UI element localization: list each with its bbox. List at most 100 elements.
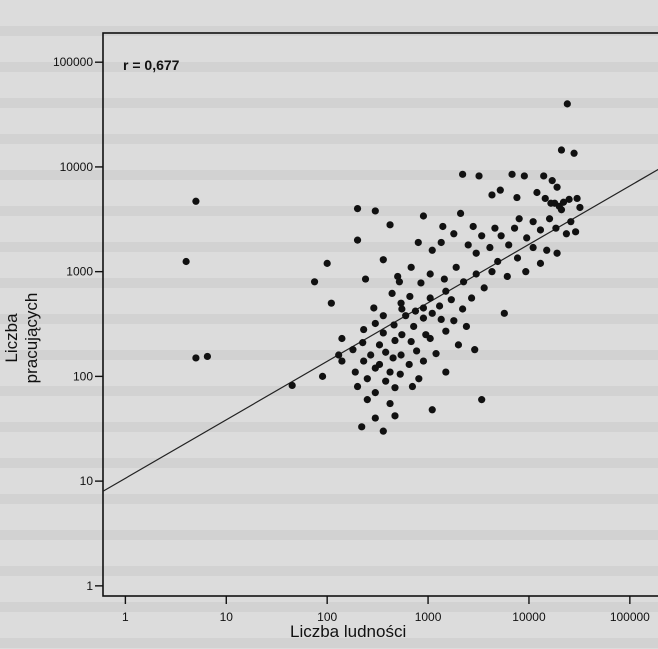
data-point <box>562 230 570 238</box>
data-point <box>428 309 436 317</box>
data-point <box>552 224 560 232</box>
data-point <box>335 351 343 359</box>
data-points-group <box>182 100 584 435</box>
data-point <box>203 352 212 361</box>
data-point <box>398 305 406 313</box>
data-point <box>557 206 566 214</box>
data-point <box>338 357 346 365</box>
trendline-group <box>102 168 658 492</box>
data-point <box>553 249 561 257</box>
data-point <box>491 224 499 232</box>
data-point <box>471 346 479 354</box>
data-point <box>407 337 415 346</box>
data-point <box>379 256 387 264</box>
data-point <box>459 278 468 286</box>
data-point <box>452 263 460 271</box>
data-point <box>417 279 425 287</box>
data-point <box>513 254 522 262</box>
data-point <box>440 275 448 283</box>
data-point <box>371 319 379 328</box>
data-point <box>391 336 399 345</box>
data-point <box>414 238 422 247</box>
data-point <box>391 384 399 392</box>
data-point <box>398 331 406 339</box>
data-point <box>349 346 357 354</box>
data-point <box>192 354 200 362</box>
data-point <box>361 275 370 283</box>
data-point <box>371 364 379 372</box>
plot-frame-group <box>102 32 658 597</box>
y-tick-label: 10 <box>80 474 94 488</box>
data-point <box>533 188 541 197</box>
data-point <box>510 224 519 232</box>
data-point <box>359 339 367 347</box>
data-point <box>351 368 359 376</box>
data-point <box>545 215 554 223</box>
data-point <box>428 406 436 414</box>
y-axis-title: Liczba pracujących <box>2 292 41 384</box>
data-point <box>386 399 394 408</box>
data-point <box>553 183 561 191</box>
data-point <box>358 423 366 431</box>
data-point <box>529 218 537 226</box>
regression-trendline <box>102 168 658 492</box>
data-point <box>567 218 575 226</box>
x-tick-label: 100000 <box>610 610 650 624</box>
data-point <box>426 294 434 302</box>
data-point <box>371 207 379 215</box>
data-point <box>338 334 346 343</box>
data-point <box>494 257 502 266</box>
data-point <box>488 191 496 199</box>
data-point <box>450 230 458 238</box>
data-point <box>540 172 548 180</box>
data-point <box>390 321 398 329</box>
data-point <box>437 238 445 247</box>
data-point <box>472 249 480 257</box>
data-point <box>523 234 531 242</box>
data-point <box>432 350 440 358</box>
y-axis-ticks: 1 10 100 1000 10000 100000 <box>53 55 103 593</box>
y-tick-label: 1 <box>86 579 93 593</box>
data-point <box>565 195 573 203</box>
data-point <box>442 327 450 335</box>
data-point <box>462 322 471 331</box>
x-tick-label: 1000 <box>415 610 442 624</box>
data-point <box>415 375 423 383</box>
data-point <box>486 243 494 252</box>
data-point <box>505 241 513 249</box>
data-point <box>363 375 371 383</box>
data-point <box>478 396 486 404</box>
data-point <box>536 226 545 234</box>
data-point <box>318 372 327 380</box>
data-point <box>447 296 455 304</box>
data-point <box>370 304 378 312</box>
data-point <box>371 414 379 422</box>
data-point <box>576 203 584 212</box>
data-point <box>402 312 410 320</box>
data-point <box>288 381 296 390</box>
data-point <box>396 370 404 378</box>
data-point <box>459 305 467 313</box>
data-point <box>454 341 463 349</box>
data-point <box>573 194 581 203</box>
data-point <box>563 100 571 108</box>
data-point <box>435 302 444 310</box>
data-point <box>382 348 390 356</box>
data-point <box>419 357 428 365</box>
data-point <box>513 193 521 202</box>
data-point <box>360 357 368 365</box>
data-point <box>379 312 387 320</box>
y-tick-label: 1000 <box>66 265 93 279</box>
data-point <box>478 232 486 240</box>
data-point <box>428 246 436 254</box>
data-point <box>437 315 445 324</box>
data-point <box>536 259 545 267</box>
data-point <box>480 284 488 292</box>
data-point <box>395 278 404 286</box>
data-point <box>522 268 530 276</box>
data-point <box>397 299 405 307</box>
data-point <box>496 186 504 194</box>
data-point <box>426 270 434 278</box>
data-point <box>386 368 394 376</box>
data-point <box>410 322 418 331</box>
